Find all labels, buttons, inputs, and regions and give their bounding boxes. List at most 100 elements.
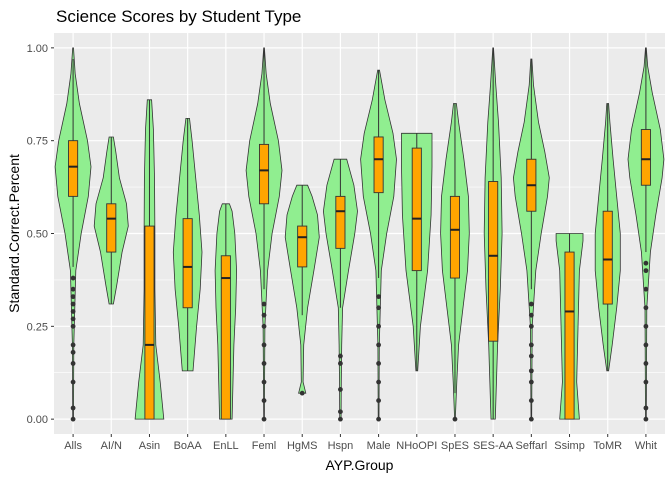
violin-group [245,47,283,422]
outlier-point [261,301,267,307]
outlier-point [528,398,534,403]
x-tick-label: AI/N [101,440,122,452]
box [106,203,117,253]
box [220,255,231,420]
violin-group [284,184,320,396]
outlier-point [70,416,76,422]
outlier-point [643,286,649,292]
outlier-point [452,416,458,422]
outlier-point [376,379,381,385]
violin-group [594,103,621,372]
box [144,225,155,420]
violin-group [555,233,584,420]
outlier-point [299,390,305,396]
box [68,140,79,197]
outlier-point [261,312,267,318]
outlier-point [70,286,76,292]
y-tick-label: 0.50 [27,229,48,241]
outlier-point [643,361,649,366]
x-axis-title: AYP.Group [326,457,394,473]
outlier-point [261,342,267,348]
y-tick-label: 0.00 [27,414,48,426]
violin-layer [54,47,665,422]
chart-title: Science Scores by Student Type [56,7,302,26]
violin-group [627,47,665,422]
outlier-point [70,294,76,300]
outlier-point [528,323,534,329]
outlier-point [643,305,649,311]
outlier-point [643,268,649,274]
box [335,195,346,249]
outlier-point [70,316,76,322]
outlier-point [528,416,534,422]
outlier-point [70,342,76,348]
violin-group [322,158,358,422]
outlier-point [70,275,76,281]
axis-layer: 0.00 0.25 0.50 0.75 1.00 Alls AI/N Asin BoAA EnLL… [27,43,657,452]
x-tick-label: Whit [635,440,657,452]
violin-group [54,47,92,422]
outlier-point [528,353,534,359]
box [449,195,461,279]
outlier-point [261,416,267,422]
violin-group [483,47,503,420]
box [297,225,308,268]
outlier-point [528,301,534,307]
violin-group [360,69,397,422]
outlier-point [643,416,649,422]
outlier-point [376,361,381,366]
violin-group [512,58,550,422]
outlier-point [338,409,343,415]
box [182,218,193,309]
y-axis-title: Standard.Correct.Percent [6,154,22,313]
outlier-point [376,305,381,311]
x-tick-label: SES-AA [473,440,514,452]
box [640,129,651,186]
x-tick-label: Alls [64,440,82,452]
box [258,143,270,205]
outlier-point [643,260,649,266]
x-tick-label: Feml [252,440,276,452]
y-tick-label: 0.75 [27,136,48,148]
outlier-point [376,416,381,422]
x-tick-label: HgMS [287,440,318,452]
x-tick-label: SpES [441,440,469,452]
outlier-point [643,323,649,329]
outlier-point [261,379,267,385]
outlier-point [338,416,343,422]
outlier-point [643,405,649,411]
x-tick-label: Ssimp [554,440,585,452]
y-tick-label: 0.25 [27,321,48,333]
outlier-point [261,323,267,329]
violin-group [172,118,203,372]
outlier-point [376,323,381,329]
box [411,147,422,272]
box [602,210,613,305]
outlier-point [338,361,343,366]
violin-group [401,132,433,372]
outlier-point [338,387,343,392]
outlier-point [528,342,534,348]
outlier-point [338,353,343,359]
outlier-point [528,312,534,318]
x-tick-label: NHoOPI [396,440,437,452]
y-tick-label: 1.00 [27,43,48,55]
outlier-point [70,301,76,307]
outlier-point [643,379,649,385]
outlier-point [376,294,381,300]
x-tick-label: Hspn [328,440,354,452]
box [373,136,384,194]
outlier-point [376,342,381,348]
outlier-point [528,368,534,374]
violin-group [214,203,238,420]
outlier-point [376,398,381,403]
x-tick-label: ToMR [593,440,622,452]
x-tick-label: Seffarl [516,440,548,452]
outlier-point [261,398,267,403]
outlier-point [643,342,649,348]
box [488,181,499,342]
outlier-point [70,349,76,355]
outlier-point [261,361,267,366]
outlier-point [70,323,76,329]
box [564,251,575,420]
